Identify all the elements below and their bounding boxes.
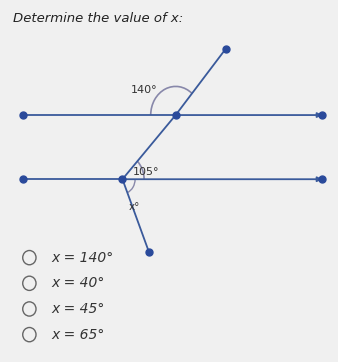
- Text: x = 140°: x = 140°: [51, 251, 113, 265]
- Circle shape: [23, 328, 36, 342]
- Text: 140°: 140°: [131, 85, 158, 96]
- Text: Determine the value of x:: Determine the value of x:: [13, 12, 183, 25]
- Text: x = 40°: x = 40°: [51, 276, 104, 290]
- Text: x = 65°: x = 65°: [51, 328, 104, 342]
- Circle shape: [23, 251, 36, 265]
- Text: x = 45°: x = 45°: [51, 302, 104, 316]
- Circle shape: [23, 302, 36, 316]
- Circle shape: [23, 276, 36, 290]
- Text: x°: x°: [128, 202, 140, 212]
- Text: 105°: 105°: [132, 168, 159, 177]
